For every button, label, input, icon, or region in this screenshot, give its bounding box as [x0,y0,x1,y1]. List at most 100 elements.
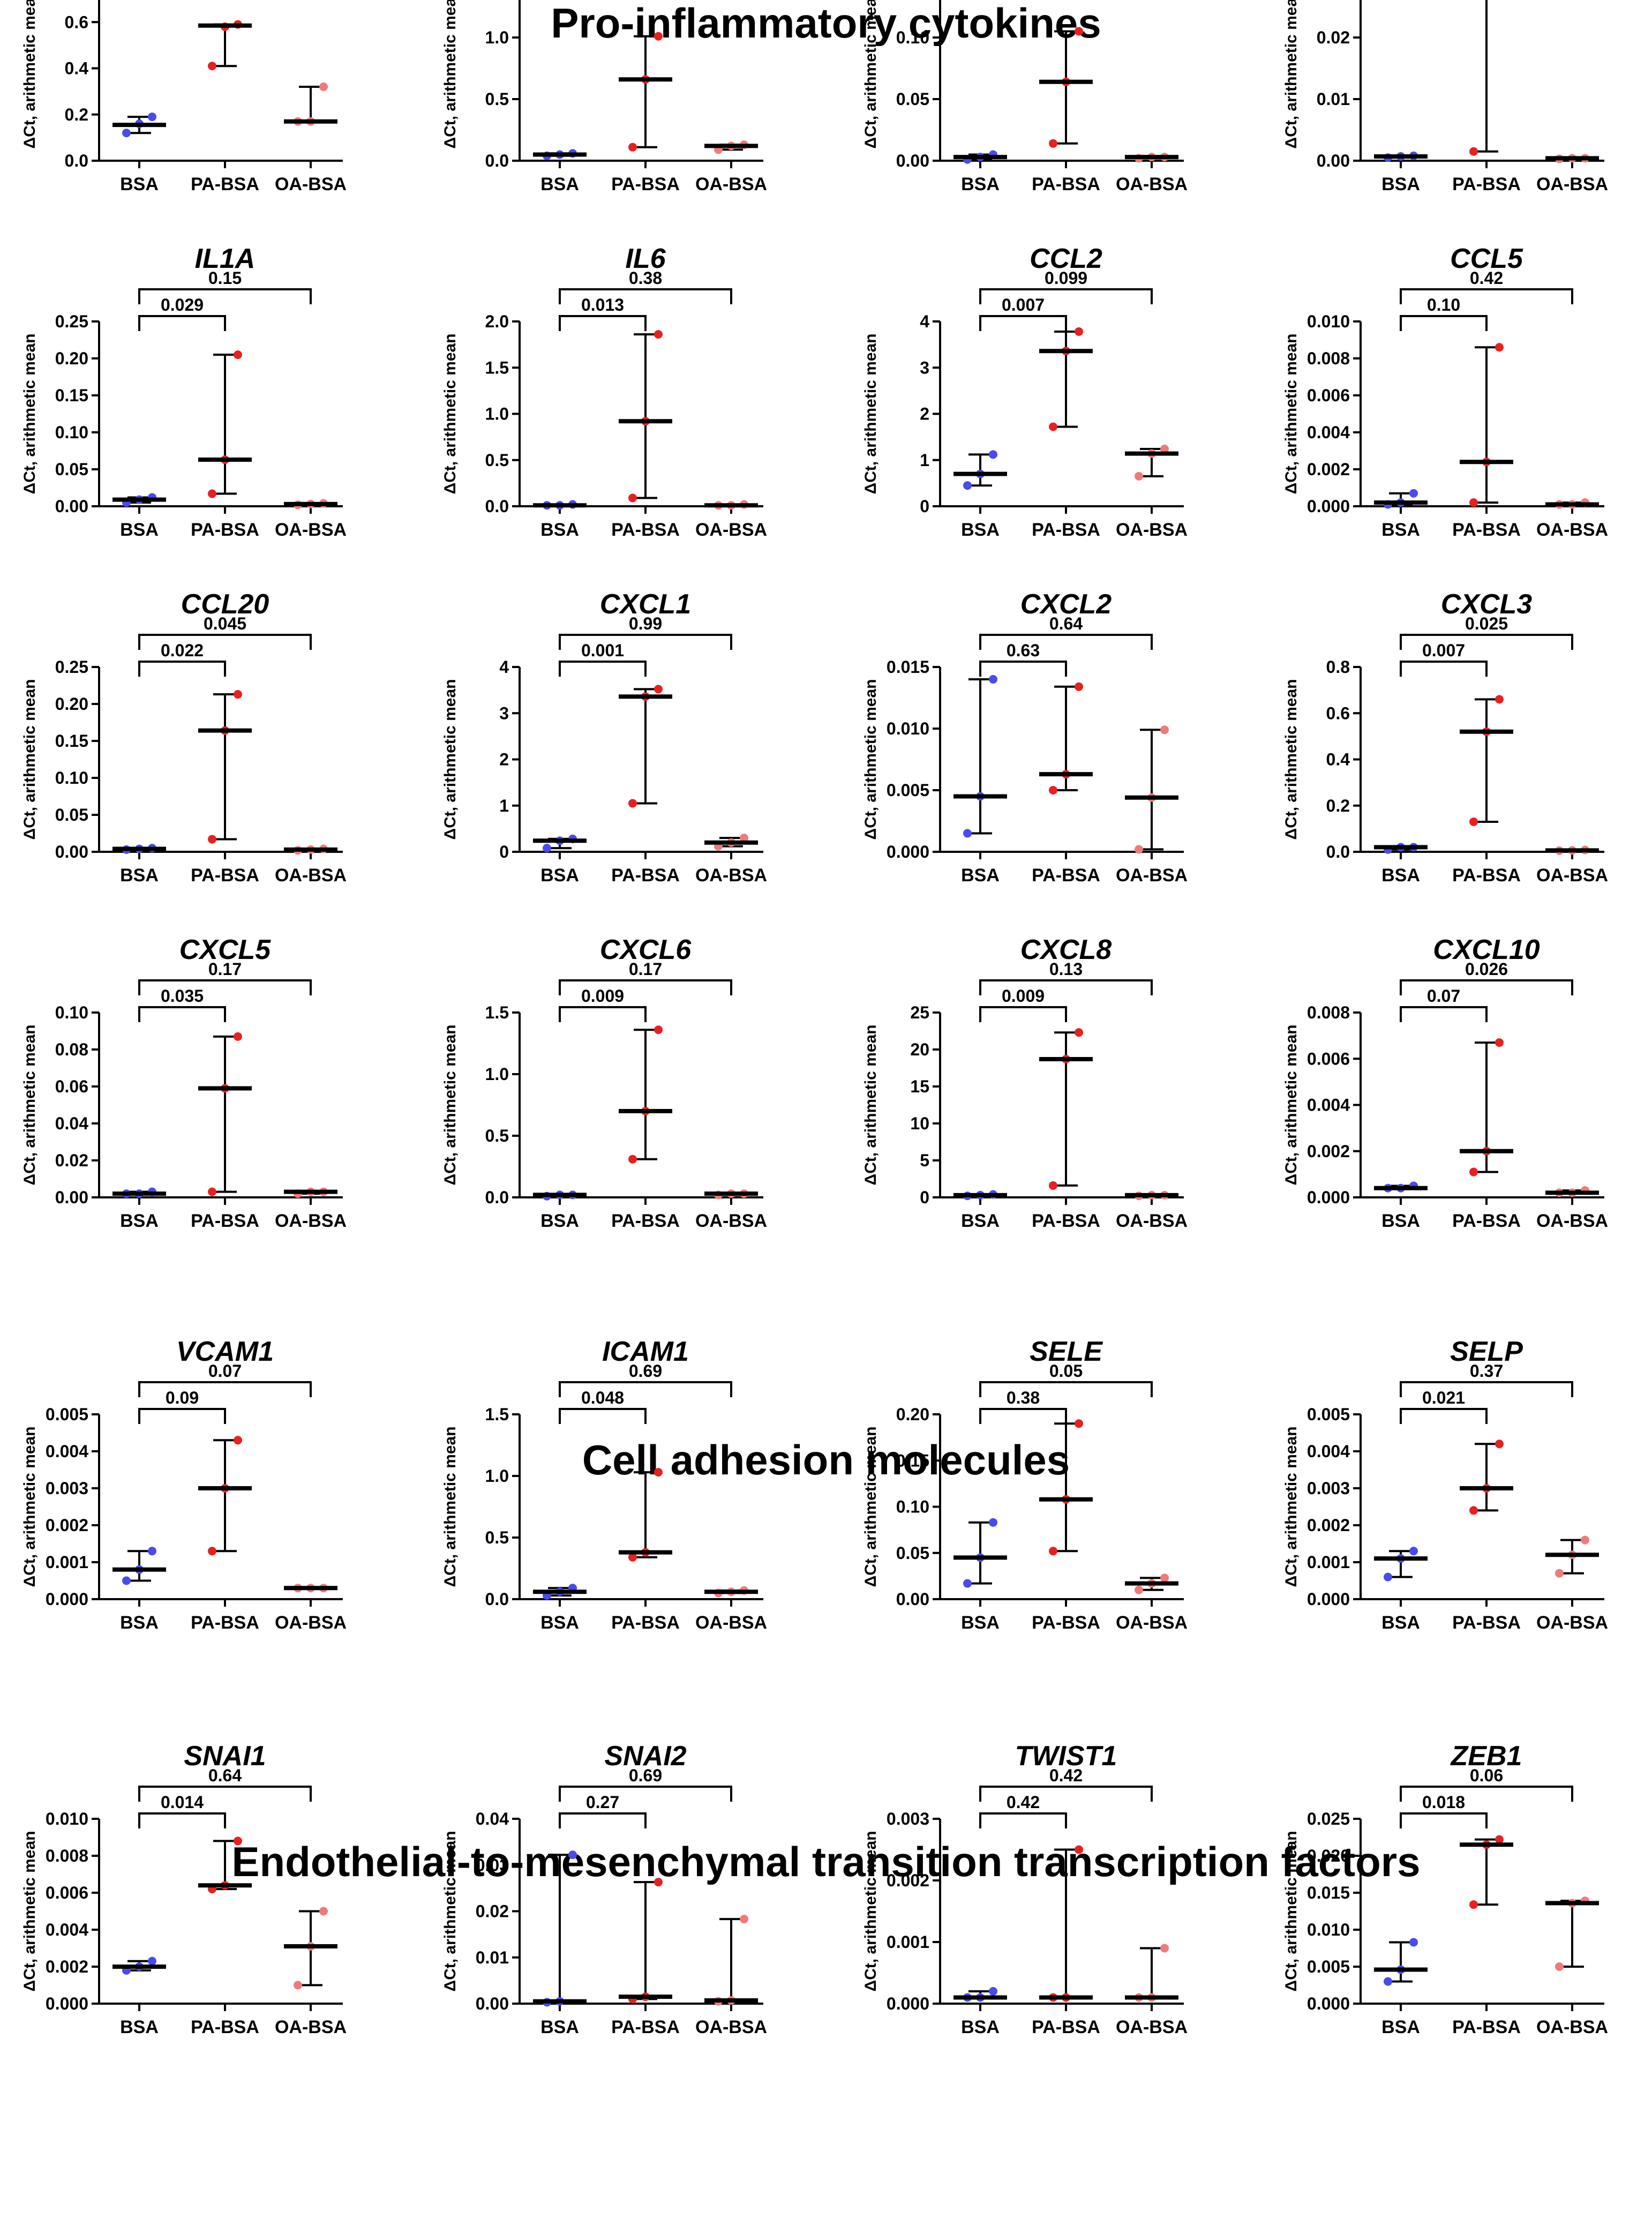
x-tick-label: BSA [540,1613,579,1633]
y-tick-label: 0.0 [485,1590,509,1609]
y-tick-label: 0.015 [887,657,929,677]
p-value-label: 0.009 [1002,986,1045,1006]
y-tick-label: 0.002 [1307,1516,1350,1535]
x-tick-label: OA-BSA [695,2017,767,2037]
y-tick-label: 0.02 [55,1151,88,1170]
y-tick-label: 0.000 [887,1994,929,2013]
x-tick-label: PA-BSA [1032,1613,1100,1633]
x-tick-label: BSA [961,520,1000,540]
y-tick-label: 0.10 [55,1003,88,1022]
x-tick-label: BSA [540,2017,579,2037]
y-axis-label: ΔCt, arithmetic mean [1282,0,1300,148]
significance-bracket [138,288,312,304]
p-value-label: 0.42 [1049,1766,1083,1785]
significance-bracket [1400,661,1488,677]
data-point-pa-bsa [1495,1440,1504,1449]
data-point-pa-bsa [654,685,663,694]
chart-title: CXCL10 [1433,934,1540,965]
y-tick-label: 0.002 [46,1957,88,1976]
x-tick-label: BSA [120,2017,159,2037]
y-tick-label: 0.2 [1326,796,1350,815]
p-value-label: 0.035 [161,986,204,1006]
y-tick-label: 0.15 [896,1451,929,1470]
x-tick-label: BSA [961,2017,1000,2037]
chart-title: ZEB1 [1450,1741,1522,1772]
y-tick-label: 0.002 [1307,1142,1350,1161]
data-point-oa-bsa [1160,1944,1169,1953]
y-tick-label: 1.0 [485,28,509,47]
data-point-bsa [148,1956,156,1966]
x-tick-label: OA-BSA [275,1211,347,1231]
data-point-oa-bsa [1555,1962,1564,1971]
significance-bracket [559,634,732,650]
panel-cxcl5: CXCL5 ΔCt, arithmetic mean 0.00 0.02 0.04 0.0… [21,934,347,1231]
significance-bracket [979,661,1067,677]
y-tick-label: 0.000 [1307,1994,1350,2013]
y-tick-label: 0.001 [1307,1553,1350,1572]
x-tick-label: OA-BSA [1116,174,1188,194]
y-tick-label: 0.5 [485,1528,509,1547]
data-point-bsa [122,1576,131,1585]
y-tick-label: 0.6 [1326,703,1350,723]
x-tick-label: OA-BSA [275,865,347,886]
significance-bracket [979,979,1153,995]
data-point-pa-bsa [208,62,216,71]
y-tick-label: 0.6 [65,12,88,32]
p-value-label: 0.048 [581,1388,624,1407]
significance-bracket [979,288,1153,304]
chart-title: CCL20 [181,589,269,620]
p-value-label: 0.69 [629,1766,662,1785]
x-tick-label: OA-BSA [275,174,347,194]
data-point-oa-bsa [319,83,328,91]
y-tick-label: 1.5 [485,1003,509,1022]
y-tick-label: 2 [499,750,509,769]
significance-bracket [979,634,1153,650]
p-value-label: 0.05 [1049,1361,1083,1381]
data-point-bsa [989,1987,997,1996]
x-tick-label: BSA [1381,1211,1420,1231]
y-tick-label: 0.003 [887,1809,929,1828]
p-value-label: 0.63 [1007,641,1040,660]
panel-ccl2: CCL2 ΔCt, arithmetic mean 0 1 2 3 4 BSA PA-BSA OA… [862,243,1188,540]
data-point-bsa [1409,1547,1418,1556]
chart-title: SNAI1 [184,1741,266,1772]
panel-icam1: ICAM1 ΔCt, arithmetic mean 0.0 0.5 1.0 1.5 BSA… [441,1336,767,1633]
panel-ccl20: CCL20 ΔCt, arithmetic mean 0.00 0.05 0.10 0.1… [21,589,347,886]
data-point-pa-bsa [234,1032,242,1041]
y-tick-label: 0.05 [55,460,88,479]
y-tick-label: 0.5 [485,451,509,470]
x-tick-label: OA-BSA [1116,2017,1188,2037]
data-point-bsa [148,113,156,122]
x-tick-label: PA-BSA [1452,1211,1521,1231]
data-point-bsa [1409,1938,1418,1947]
section-title-proinflammatory: Pro-inflammatory cytokines [551,0,1101,47]
x-tick-label: OA-BSA [275,520,347,540]
y-axis-label: ΔCt, arithmetic mean [21,1831,39,1992]
data-point-bsa [122,129,131,138]
chart-title: ICAM1 [602,1336,689,1367]
panel-snai1: SNAI1 ΔCt, arithmetic mean 0.000 0.002 0.004… [21,1741,347,2037]
y-tick-label: 0.00 [55,1188,88,1207]
significance-bracket [559,661,647,677]
x-tick-label: BSA [961,1211,1000,1231]
p-value-label: 0.64 [1049,614,1083,633]
y-tick-label: 0.005 [887,781,929,800]
data-point-oa-bsa [1135,471,1143,481]
y-tick-label: 0.10 [896,1497,929,1517]
x-tick-label: BSA [540,1211,579,1231]
y-tick-label: 0.06 [55,1077,88,1096]
data-point-pa-bsa [234,350,242,359]
x-tick-label: OA-BSA [1116,520,1188,540]
x-tick-label: PA-BSA [1032,520,1100,540]
significance-bracket [138,979,312,995]
y-tick-label: 0.15 [55,386,88,405]
y-tick-label: 3 [499,703,509,723]
x-tick-label: BSA [1381,1613,1420,1633]
significance-bracket [138,315,226,331]
y-tick-label: 0.20 [55,694,88,714]
y-tick-label: 0.00 [476,1994,509,2013]
data-point-oa-bsa [319,1907,328,1916]
data-point-pa-bsa [1495,1038,1504,1047]
y-tick-label: 2 [920,404,929,424]
y-axis-label: ΔCt, arithmetic mean [21,1427,39,1587]
